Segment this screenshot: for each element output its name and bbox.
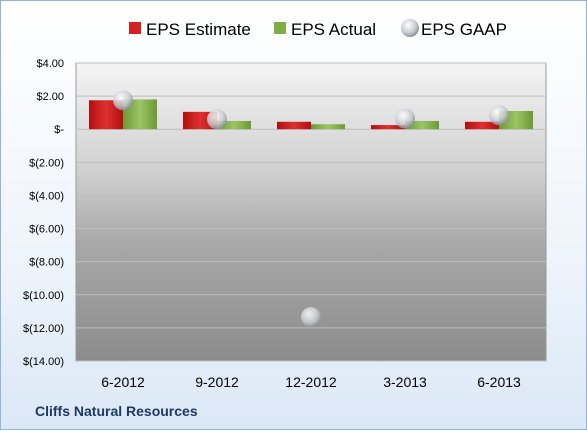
- x-tick-label: 9-2012: [195, 374, 239, 390]
- marker-eps-gaap: [113, 90, 133, 111]
- legend-label-eps-gaap: EPS GAAP: [421, 20, 507, 39]
- legend-swatch-eps-gaap: [401, 19, 419, 37]
- y-tick-label: $(6.00): [29, 224, 64, 236]
- x-tick-label: 12-2012: [285, 374, 337, 390]
- bar-eps-estimate: [465, 121, 499, 130]
- y-tick-label: $4.00: [36, 58, 64, 70]
- x-tick-label: 6-2013: [477, 374, 521, 390]
- legend-label-eps-actual: EPS Actual: [291, 20, 376, 39]
- y-tick-label: $(8.00): [29, 257, 64, 269]
- y-tick-label: $2.00: [36, 91, 64, 103]
- legend-swatch-eps-estimate: [129, 22, 141, 34]
- y-tick-label: $(14.00): [23, 356, 64, 368]
- y-tick-label: $(12.00): [23, 323, 64, 335]
- legend-swatch-eps-actual: [274, 22, 286, 34]
- y-tick-label: $(10.00): [23, 290, 64, 302]
- legend-label-eps-estimate: EPS Estimate: [146, 20, 251, 39]
- bar-eps-estimate: [371, 125, 405, 130]
- y-tick-label: $(2.00): [29, 157, 64, 169]
- x-tick-label: 3-2013: [383, 374, 427, 390]
- y-tick-label: $(4.00): [29, 190, 64, 202]
- company-name: Cliffs Natural Resources: [35, 403, 198, 419]
- marker-eps-gaap: [395, 108, 415, 129]
- bar-eps-estimate: [277, 121, 311, 130]
- bar-eps-actual: [311, 124, 345, 130]
- marker-eps-gaap: [489, 105, 509, 126]
- bar-eps-actual: [217, 120, 251, 130]
- y-tick-label: $-: [54, 124, 64, 136]
- x-tick-label: 6-2012: [101, 374, 145, 390]
- marker-eps-gaap: [207, 109, 227, 130]
- bar-eps-actual: [405, 120, 439, 130]
- marker-eps-gaap: [301, 307, 321, 328]
